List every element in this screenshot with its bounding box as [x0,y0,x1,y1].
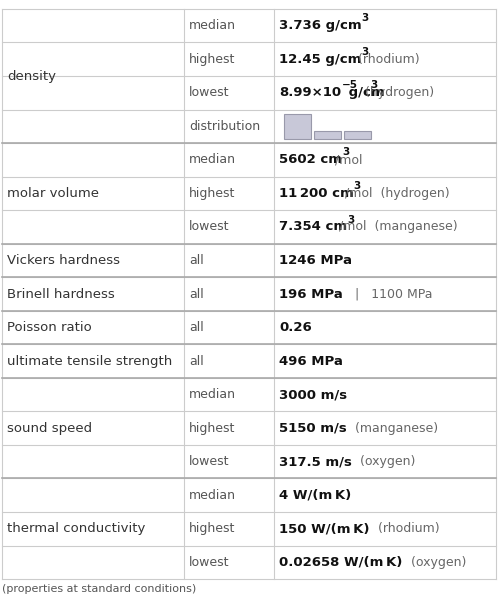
Text: 7.354 cm: 7.354 cm [279,220,347,233]
Text: all: all [189,321,204,334]
Text: /mol  (hydrogen): /mol (hydrogen) [345,187,449,200]
Text: highest: highest [189,53,236,66]
Text: Poisson ratio: Poisson ratio [7,321,92,334]
Text: highest: highest [189,522,236,536]
Text: (rhodium): (rhodium) [351,53,420,66]
Text: g/cm: g/cm [344,87,384,99]
Text: 12.45 g/cm: 12.45 g/cm [279,53,361,66]
Text: 317.5 m/s: 317.5 m/s [279,455,352,468]
Text: −5: −5 [342,81,358,90]
Text: /mol  (manganese): /mol (manganese) [340,220,458,233]
Text: 3: 3 [370,81,377,90]
Bar [344,131,371,139]
Text: thermal conductivity: thermal conductivity [7,522,146,536]
Text: lowest: lowest [189,87,230,99]
Text: (hydrogen): (hydrogen) [357,87,434,99]
Text: 0.02658 W/(m K): 0.02658 W/(m K) [279,556,402,569]
Text: 3000 m/s: 3000 m/s [279,388,347,401]
Text: 11 200 cm: 11 200 cm [279,187,354,200]
Text: lowest: lowest [189,220,230,233]
Text: (rhodium): (rhodium) [370,522,440,536]
Text: Brinell hardness: Brinell hardness [7,288,115,300]
Text: median: median [189,489,236,501]
Text: 5150 m/s: 5150 m/s [279,421,347,435]
Text: 5602 cm: 5602 cm [279,153,342,167]
Text: median: median [189,388,236,401]
Text: |   1100 MPa: | 1100 MPa [343,288,433,300]
Text: (properties at standard conditions): (properties at standard conditions) [2,584,197,594]
Text: 3: 3 [342,147,349,158]
Text: highest: highest [189,187,236,200]
Text: molar volume: molar volume [7,187,100,200]
Text: (oxygen): (oxygen) [352,455,416,468]
Text: 150 W/(m K): 150 W/(m K) [279,522,370,536]
Bar [314,131,341,139]
Text: lowest: lowest [189,455,230,468]
Text: all: all [189,254,204,267]
Text: all: all [189,288,204,300]
Text: 8.99×10: 8.99×10 [279,87,341,99]
Text: 0.26: 0.26 [279,321,312,334]
Text: highest: highest [189,421,236,435]
Text: 3: 3 [347,214,354,224]
Text: Vickers hardness: Vickers hardness [7,254,121,267]
Text: density: density [7,69,56,82]
Text: 3: 3 [354,181,361,191]
Text: 3: 3 [362,13,369,23]
Text: median: median [189,153,236,167]
Text: distribution: distribution [189,120,260,133]
Text: 196 MPa: 196 MPa [279,288,343,300]
Text: lowest: lowest [189,556,230,569]
Text: all: all [189,355,204,368]
Text: /mol: /mol [336,153,363,167]
Text: (oxygen): (oxygen) [403,556,466,569]
Text: 496 MPa: 496 MPa [279,355,343,368]
Text: sound speed: sound speed [7,421,93,435]
Text: median: median [189,19,236,32]
Bar [284,114,311,139]
Text: 4 W/(m K): 4 W/(m K) [279,489,351,501]
Text: 3.736 g/cm: 3.736 g/cm [279,19,362,32]
Text: ultimate tensile strength: ultimate tensile strength [7,355,173,368]
Text: 1246 MPa: 1246 MPa [279,254,352,267]
Text: 3: 3 [361,47,369,57]
Text: (manganese): (manganese) [347,421,438,435]
